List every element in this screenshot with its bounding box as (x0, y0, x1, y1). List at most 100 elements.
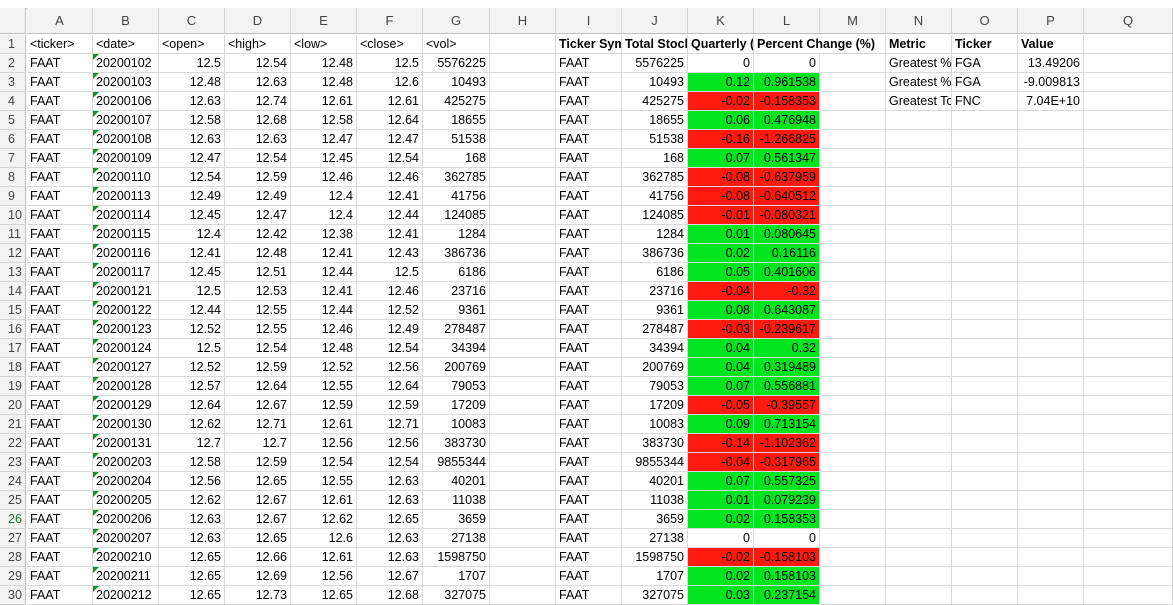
header-cell-d[interactable]: <high> (225, 35, 291, 54)
cell-f-5[interactable]: 12.64 (357, 111, 423, 130)
cell-b-13[interactable]: 20200117 (93, 263, 159, 282)
cell-a-19[interactable]: FAAT (27, 377, 93, 396)
cell-a-11[interactable]: FAAT (27, 225, 93, 244)
cell-d-20[interactable]: 12.67 (225, 396, 291, 415)
cell-a-26[interactable]: FAAT (27, 510, 93, 529)
cell[interactable] (820, 149, 886, 168)
cell-l-12[interactable]: 0.16116 (754, 244, 820, 263)
cell[interactable] (1084, 548, 1173, 567)
cell[interactable] (820, 548, 886, 567)
cell-c-2[interactable]: 12.5 (159, 54, 225, 73)
cell-l-19[interactable]: 0.556881 (754, 377, 820, 396)
cell-d-12[interactable]: 12.48 (225, 244, 291, 263)
cell[interactable] (952, 301, 1018, 320)
cell-c-16[interactable]: 12.52 (159, 320, 225, 339)
cell-a-10[interactable]: FAAT (27, 206, 93, 225)
cell-c-21[interactable]: 12.62 (159, 415, 225, 434)
cell-g-26[interactable]: 3659 (423, 510, 490, 529)
cell-e-2[interactable]: 12.48 (291, 54, 357, 73)
cell[interactable] (952, 111, 1018, 130)
cell-d-4[interactable]: 12.74 (225, 92, 291, 111)
cell-l-4[interactable]: -0.158353 (754, 92, 820, 111)
cell-f-16[interactable]: 12.49 (357, 320, 423, 339)
cell-k-4[interactable]: -0.02 (688, 92, 754, 111)
cell[interactable] (1084, 187, 1173, 206)
summary-ticker-1[interactable]: FGA (952, 54, 1018, 73)
cell-j-29[interactable]: 1707 (622, 567, 688, 586)
cell-k-2[interactable]: 0 (688, 54, 754, 73)
cell-f-24[interactable]: 12.63 (357, 472, 423, 491)
cell-b-25[interactable]: 20200205 (93, 491, 159, 510)
cell-a-27[interactable]: FAAT (27, 529, 93, 548)
cell[interactable] (1018, 320, 1084, 339)
row-header-23[interactable]: 23 (0, 453, 26, 472)
cell-k-29[interactable]: 0.02 (688, 567, 754, 586)
cell-e-19[interactable]: 12.55 (291, 377, 357, 396)
cell-a-3[interactable]: FAAT (27, 73, 93, 92)
summary-metric-2[interactable]: Greatest % (886, 73, 952, 92)
cell-b-29[interactable]: 20200211 (93, 567, 159, 586)
cell-g-27[interactable]: 27138 (423, 529, 490, 548)
cell[interactable] (886, 130, 952, 149)
cell-a-5[interactable]: FAAT (27, 111, 93, 130)
cell[interactable] (820, 168, 886, 187)
cell-j-11[interactable]: 1284 (622, 225, 688, 244)
cell-i-25[interactable]: FAAT (556, 491, 622, 510)
cell[interactable] (886, 301, 952, 320)
row-header-18[interactable]: 18 (0, 358, 26, 377)
cell-l-13[interactable]: 0.401606 (754, 263, 820, 282)
cell-k-26[interactable]: 0.02 (688, 510, 754, 529)
cell-c-4[interactable]: 12.63 (159, 92, 225, 111)
cell-k-13[interactable]: 0.05 (688, 263, 754, 282)
cell-c-13[interactable]: 12.45 (159, 263, 225, 282)
column-header-b[interactable]: B (93, 8, 159, 34)
cell[interactable] (886, 453, 952, 472)
cell-j-16[interactable]: 278487 (622, 320, 688, 339)
cell-e-23[interactable]: 12.54 (291, 453, 357, 472)
cell-a-22[interactable]: FAAT (27, 434, 93, 453)
cell[interactable] (952, 168, 1018, 187)
cell[interactable] (1084, 92, 1173, 111)
cell-c-3[interactable]: 12.48 (159, 73, 225, 92)
column-header-k[interactable]: K (688, 8, 754, 34)
cell-e-5[interactable]: 12.58 (291, 111, 357, 130)
cell[interactable] (1018, 111, 1084, 130)
cell-f-8[interactable]: 12.46 (357, 168, 423, 187)
cell[interactable] (886, 225, 952, 244)
cell[interactable] (1018, 225, 1084, 244)
cell-i-26[interactable]: FAAT (556, 510, 622, 529)
cell[interactable] (1018, 567, 1084, 586)
cell-c-11[interactable]: 12.4 (159, 225, 225, 244)
cell-c-6[interactable]: 12.63 (159, 130, 225, 149)
cell[interactable] (1084, 529, 1173, 548)
column-header-n[interactable]: N (886, 8, 952, 34)
cell-f-28[interactable]: 12.63 (357, 548, 423, 567)
row-header-6[interactable]: 6 (0, 130, 26, 149)
cell-l-15[interactable]: 0.643087 (754, 301, 820, 320)
cell-c-27[interactable]: 12.63 (159, 529, 225, 548)
cell-b-6[interactable]: 20200108 (93, 130, 159, 149)
cell-j-6[interactable]: 51538 (622, 130, 688, 149)
cell-b-14[interactable]: 20200121 (93, 282, 159, 301)
cell-k-22[interactable]: -0.14 (688, 434, 754, 453)
cell-a-7[interactable]: FAAT (27, 149, 93, 168)
header-cell-f[interactable]: <close> (357, 35, 423, 54)
cell[interactable] (1018, 168, 1084, 187)
cell-c-23[interactable]: 12.58 (159, 453, 225, 472)
cell-k-24[interactable]: 0.07 (688, 472, 754, 491)
cell-k-27[interactable]: 0 (688, 529, 754, 548)
column-header-l[interactable]: L (754, 8, 820, 34)
summary-value-1[interactable]: 13.49206 (1018, 54, 1084, 73)
cell[interactable] (1084, 415, 1173, 434)
header-cell-e[interactable]: <low> (291, 35, 357, 54)
summary-metric-3[interactable]: Greatest To (886, 92, 952, 111)
row-header-26[interactable]: 26 (0, 510, 26, 529)
cell[interactable] (820, 567, 886, 586)
cell-i-13[interactable]: FAAT (556, 263, 622, 282)
cell-b-26[interactable]: 20200206 (93, 510, 159, 529)
cell-e-15[interactable]: 12.44 (291, 301, 357, 320)
header-cell-o[interactable]: Ticker (952, 35, 1018, 54)
cell-k-18[interactable]: 0.04 (688, 358, 754, 377)
cell-a-16[interactable]: FAAT (27, 320, 93, 339)
cell-i-17[interactable]: FAAT (556, 339, 622, 358)
